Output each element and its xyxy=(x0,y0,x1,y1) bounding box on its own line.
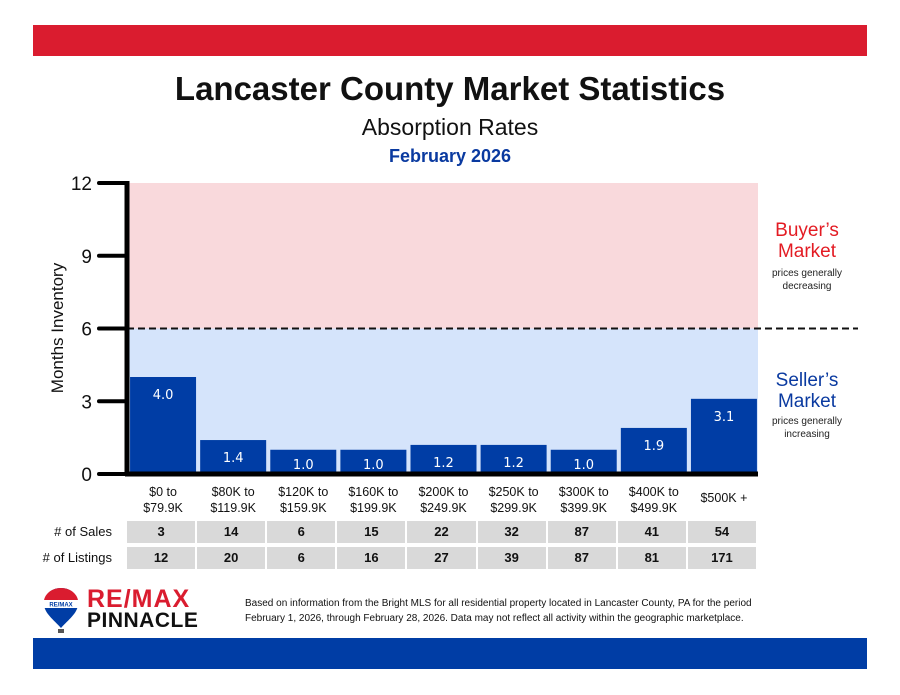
table-cell: 54 xyxy=(687,521,756,543)
category-label-line: $160K to xyxy=(348,485,399,499)
category-label-line: $250K to xyxy=(488,485,539,499)
table-cell: 41 xyxy=(617,521,686,543)
category-label: $250K to $299.9K xyxy=(479,484,549,516)
table-row-label: # of Sales xyxy=(54,524,112,539)
category-label-line: $79.9K xyxy=(143,501,183,515)
page-subtitle: Absorption Rates xyxy=(361,114,539,140)
sellers-desc-line1: prices generally xyxy=(771,416,843,427)
buyers-market-zone xyxy=(127,183,758,329)
bar xyxy=(410,444,477,474)
bar xyxy=(620,427,687,474)
table-cell: 12 xyxy=(127,547,196,569)
y-tick-label: 3 xyxy=(81,392,92,413)
table-row-label: # of Listings xyxy=(42,550,112,565)
y-tick-label: 6 xyxy=(81,320,92,341)
category-label: $80K to $119.9K xyxy=(198,484,268,516)
category-label-line: $300K to xyxy=(558,485,609,499)
bar-value-label: 1.9 xyxy=(643,439,664,454)
bar xyxy=(200,440,267,474)
disclaimer-line-1: Based on information from the Bright MLS… xyxy=(245,598,752,609)
sellers-market-description: prices generally increasing xyxy=(747,415,867,441)
table-cell: 14 xyxy=(197,521,266,543)
bar-value-label: 1.2 xyxy=(433,456,454,471)
disclaimer-line-2: February 1, 2026, through February 28, 2… xyxy=(245,613,744,624)
table-cell: 3 xyxy=(127,521,196,543)
table-cell: 6 xyxy=(267,547,336,569)
table-cell: 87 xyxy=(547,547,616,569)
sellers-market-title-line1: Seller’s xyxy=(775,370,839,391)
category-label-line: $159.9K xyxy=(279,501,327,515)
table-cell: 27 xyxy=(407,547,476,569)
bar xyxy=(480,444,547,474)
category-label: $200K to $249.9K xyxy=(409,484,479,516)
category-label-line: $399.9K xyxy=(560,501,607,515)
disclaimer: Based on information from the Bright MLS… xyxy=(245,596,865,626)
category-label: $120K to $159.9K xyxy=(268,484,338,516)
table-cell: 6 xyxy=(267,521,336,543)
table-cell: 16 xyxy=(337,547,406,569)
table-cell: 22 xyxy=(407,521,476,543)
table-cell: 81 xyxy=(617,547,686,569)
sellers-market-title: Seller’s Market xyxy=(747,370,867,412)
y-tick-label: 9 xyxy=(81,247,92,268)
bar-value-label: 4.0 xyxy=(153,388,174,403)
y-tick-label: 12 xyxy=(71,174,92,195)
table-cell: 171 xyxy=(687,547,756,569)
bar-value-label: 3.1 xyxy=(714,410,735,425)
bar-value-label: 1.0 xyxy=(363,458,384,473)
bottom-blue-band xyxy=(33,638,867,669)
category-label-line: $249.9K xyxy=(420,501,467,515)
table-cell: 39 xyxy=(477,547,546,569)
category-label-line: $500K + xyxy=(700,491,748,505)
category-label-line: $499.9K xyxy=(630,501,678,515)
page-title: Lancaster County Market Statistics xyxy=(174,70,726,107)
category-label-line: $0 to xyxy=(149,485,177,499)
category-label-line: $200K to xyxy=(418,485,469,499)
buyers-desc-line1: prices generally xyxy=(771,268,843,279)
category-label: $500K + xyxy=(689,490,759,506)
y-tick-label: 0 xyxy=(81,465,92,486)
category-label: $300K to $399.9K xyxy=(549,484,619,516)
sellers-market-title-line2: Market xyxy=(777,391,837,412)
bar xyxy=(270,449,337,474)
buyers-market-description: prices generally decreasing xyxy=(747,267,867,293)
bar-value-label: 1.0 xyxy=(573,458,594,473)
brand-name: RE/MAX xyxy=(87,585,191,613)
report-date: February 2026 xyxy=(388,146,512,166)
category-label: $0 to $79.9K xyxy=(128,484,198,516)
category-label-line: $120K to xyxy=(278,485,329,499)
buyers-market-title-line2: Market xyxy=(777,241,837,262)
bar xyxy=(690,398,757,474)
bar xyxy=(340,449,407,474)
category-label-line: $400K to xyxy=(628,485,679,499)
buyers-market-title: Buyer’s Market xyxy=(747,220,867,262)
y-axis-label: Months Inventory xyxy=(48,262,67,393)
bar-value-label: 1.0 xyxy=(293,458,314,473)
table-cell: 87 xyxy=(547,521,616,543)
table-cell: 15 xyxy=(337,521,406,543)
buyers-desc-line2: decreasing xyxy=(782,281,832,292)
category-label: $400K to $499.9K xyxy=(619,484,689,516)
bar xyxy=(550,449,617,474)
category-label-line: $199.9K xyxy=(350,501,397,515)
category-label: $160K to $199.9K xyxy=(338,484,408,516)
balloon-text: RE/MAX xyxy=(49,603,72,609)
top-red-band xyxy=(33,25,867,56)
buyers-market-title-line1: Buyer’s xyxy=(775,220,839,241)
brand-office: PINNACLE xyxy=(87,609,199,632)
category-label-line: $80K to xyxy=(211,485,255,499)
category-label-line: $299.9K xyxy=(490,501,537,515)
remax-balloon-logo-icon: RE/MAX xyxy=(44,588,78,633)
table-cell: 32 xyxy=(477,521,546,543)
bar-value-label: 1.4 xyxy=(223,451,244,466)
category-label-line: $119.9K xyxy=(210,501,256,515)
bar-value-label: 1.2 xyxy=(503,456,524,471)
sellers-desc-line2: increasing xyxy=(784,429,830,440)
table-cell: 20 xyxy=(197,547,266,569)
bar xyxy=(130,377,197,474)
